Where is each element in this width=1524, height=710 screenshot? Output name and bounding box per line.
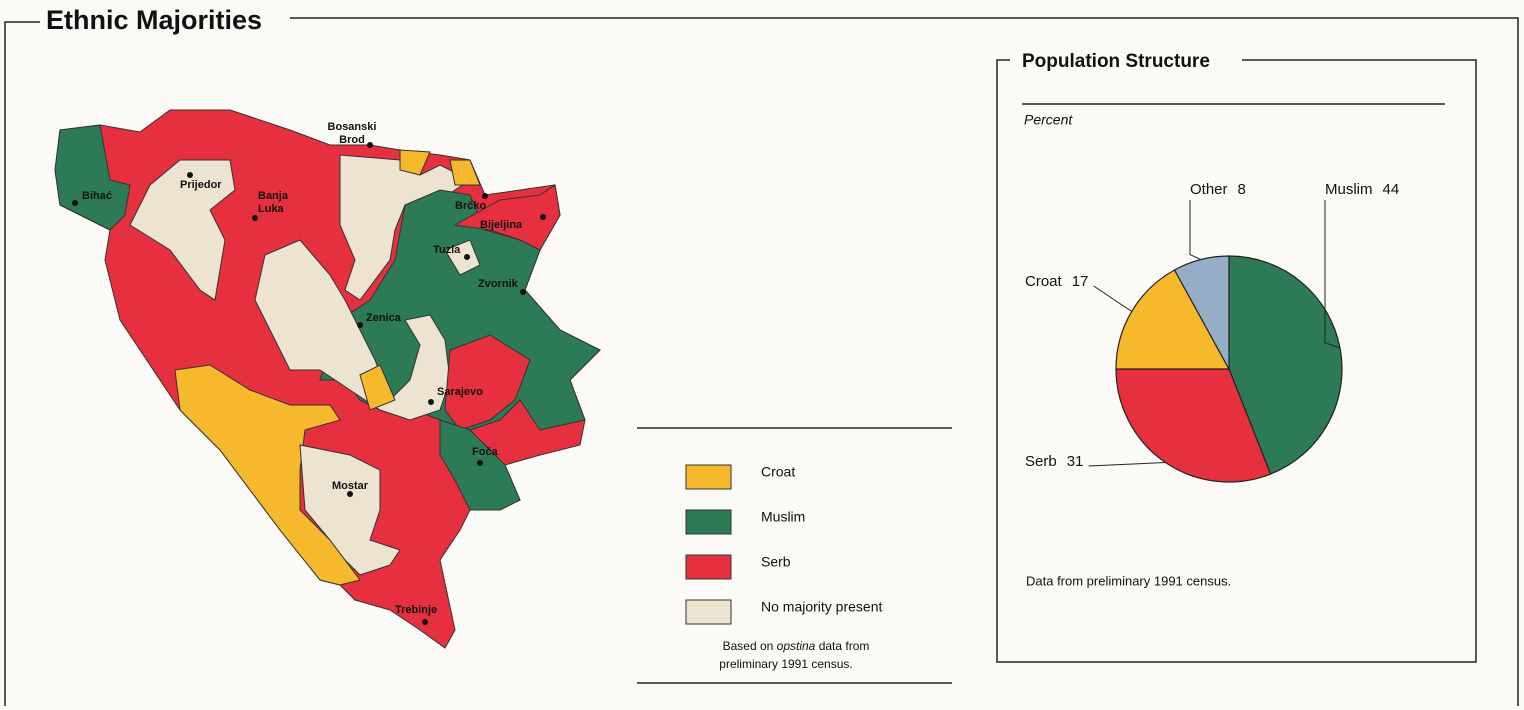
city-dot: [367, 142, 373, 148]
pie-value: 17: [1072, 273, 1089, 290]
city-label: Mostar: [332, 480, 369, 492]
city-dot: [464, 254, 470, 260]
map-title: Ethnic Majorities: [46, 5, 262, 35]
legend-rules: [637, 427, 952, 684]
legend-swatch: [685, 509, 732, 535]
region-serb: [453, 184, 561, 251]
city-label: Trebinje: [395, 604, 437, 616]
pie-label: Other: [1190, 181, 1228, 198]
pie: Muslim 44 Serb 31 Croat 17 Other 8: [1025, 181, 1400, 483]
note-part: opstina: [777, 639, 816, 653]
pie-label: Muslim: [1325, 181, 1373, 198]
city-dot: [422, 619, 428, 625]
pie-value: 31: [1067, 453, 1084, 470]
pie-label: Serb: [1025, 453, 1057, 470]
legend-note: preliminary 1991 census.: [719, 657, 852, 671]
pie-title: Population Structure: [1022, 51, 1210, 72]
city-label: Bijeljina: [480, 219, 523, 231]
region-none: [299, 444, 401, 576]
city-label: Bosanski: [328, 121, 377, 133]
city-label: Foča: [472, 446, 499, 458]
pie-slice: [1228, 255, 1343, 475]
legend-label: Muslim: [761, 509, 805, 525]
pie-slice: [1173, 255, 1230, 370]
leader-line: [1088, 461, 1166, 467]
city-dot: [520, 289, 526, 295]
city-label: Sarajevo: [437, 386, 483, 398]
city-label: Prijedor: [180, 179, 222, 191]
pie-value: 8: [1238, 181, 1246, 198]
leader-line: [1093, 285, 1133, 312]
city-label: Bihać: [82, 190, 112, 202]
region-none: [129, 159, 236, 301]
city-label: Banja: [258, 190, 289, 202]
city-label: Luka: [258, 203, 285, 215]
city-label: Brod: [339, 134, 365, 146]
leader-line: [1189, 200, 1202, 261]
pie-note: Data from preliminary 1991 census.: [1026, 573, 1231, 588]
pie-slice: [1115, 368, 1272, 483]
region-croat: [359, 364, 396, 411]
note-part: Based on: [723, 639, 774, 653]
legend-label: Serb: [761, 554, 791, 570]
city-label: Brčko: [455, 200, 486, 212]
city-dot: [187, 172, 193, 178]
city-label: Zenica: [366, 312, 402, 324]
map: [54, 109, 601, 649]
legend-label: No majority present: [761, 599, 882, 615]
city-dot: [428, 399, 434, 405]
legend-note: Based on opstina data from: [723, 639, 870, 653]
frame: [4, 17, 1519, 706]
note-part: data from: [819, 639, 870, 653]
city-label: Tuzla: [433, 244, 461, 256]
pie-value: 44: [1383, 181, 1400, 198]
city-dot: [357, 322, 363, 328]
region-none: [254, 239, 451, 421]
legend-swatch: [685, 464, 732, 490]
legend: Croat Muslim Serb No majority present: [685, 464, 882, 625]
pie-frame: [996, 59, 1477, 663]
city-dot: [252, 215, 258, 221]
legend-swatch: [685, 599, 732, 625]
pie-label: Croat: [1025, 273, 1063, 290]
city-dot: [482, 193, 488, 199]
city-dot: [72, 200, 78, 206]
leader-line: [1324, 200, 1341, 349]
legend-label: Croat: [761, 464, 795, 480]
region-none: [444, 239, 481, 276]
city-dot: [540, 214, 546, 220]
region-croat: [399, 149, 481, 186]
legend-swatch: [685, 554, 732, 580]
pie-subtitle: Percent: [1024, 112, 1073, 128]
city-label: Zvornik: [478, 278, 519, 290]
city-dot: [477, 460, 483, 466]
region-serb: [444, 334, 531, 431]
city-dot: [347, 491, 353, 497]
